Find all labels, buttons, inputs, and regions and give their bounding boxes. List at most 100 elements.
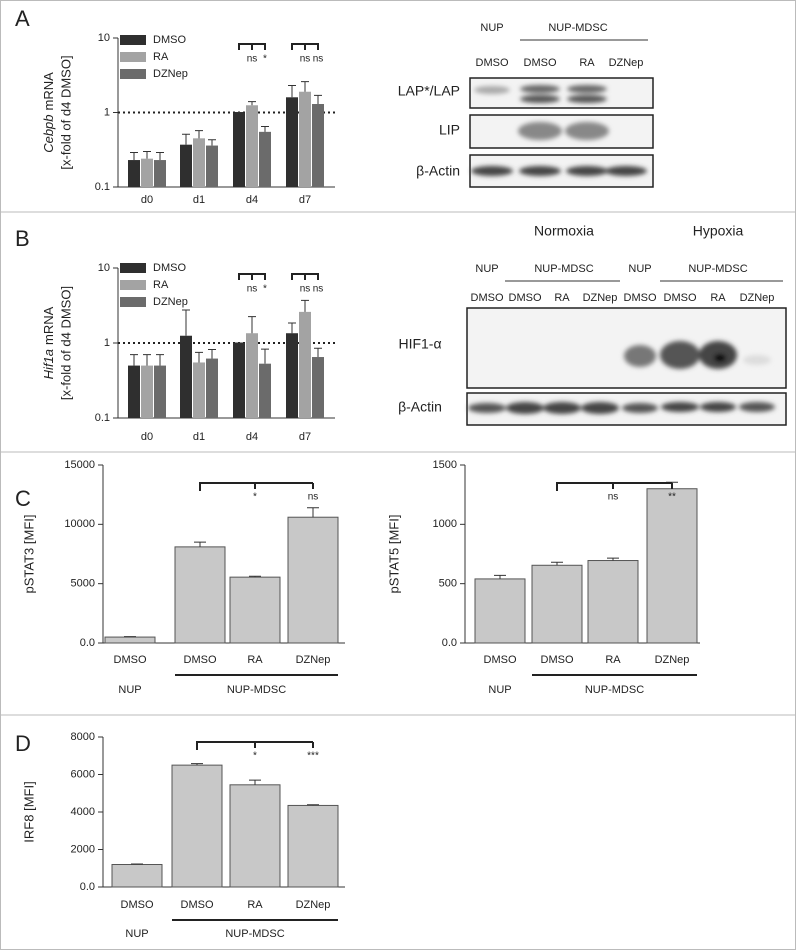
significance-bracket (291, 43, 319, 50)
bar (141, 365, 153, 418)
bar (646, 488, 698, 644)
lane-label: DZNep (609, 57, 644, 69)
error-bar (307, 804, 319, 806)
y-axis-label: IRF8 [MFI] (21, 781, 36, 842)
bar (206, 358, 218, 418)
lane-label: RA (554, 292, 570, 304)
group-label: NUP-MDSC (548, 22, 607, 34)
significance-label: * (253, 751, 257, 762)
bar (531, 564, 583, 644)
y-tick-label: 10 (98, 32, 110, 44)
legend-swatch (120, 297, 146, 307)
row-label: β-Actin (398, 399, 442, 415)
bar (206, 145, 218, 187)
y-tick-label: 1000 (433, 518, 457, 530)
error-bar (182, 133, 190, 145)
error-bar (307, 507, 319, 518)
group-label: NUP (480, 22, 503, 34)
lane-label: DMSO (476, 57, 509, 69)
y-label-rest: mRNA (41, 72, 56, 111)
bar (180, 144, 192, 187)
bar (229, 576, 281, 644)
error-bar (156, 354, 164, 366)
y-tick-label: 10 (98, 262, 110, 274)
significance-label: ns (313, 284, 324, 295)
significance-bracket (556, 482, 673, 491)
x-tick-label: DZNep (296, 899, 331, 911)
significance-label: ns (313, 54, 324, 65)
y-tick-label: 8000 (71, 731, 95, 743)
x-tick-label: DMSO (114, 654, 147, 666)
gene-name: Hif1a (41, 349, 56, 379)
lane-label: RA (710, 292, 726, 304)
x-tick-label: RA (605, 654, 621, 666)
group-label: NUP (125, 928, 148, 940)
blot-a: NUP NUP-MDSC DMSO DMSO RA DZNep LAP*/LAP… (398, 22, 654, 188)
significance-label: *** (307, 751, 319, 762)
bar (259, 363, 271, 418)
row-label: LIP (439, 122, 460, 138)
bar (141, 158, 153, 187)
y-axis-label: Hif1a mRNA (41, 306, 56, 379)
x-tick-label: RA (247, 899, 263, 911)
group-label: NUP (475, 263, 498, 275)
y-tick-label: 1 (104, 337, 110, 349)
panel-letter: C (15, 486, 31, 511)
significance-label: * (263, 284, 267, 295)
lane-label: DZNep (583, 292, 618, 304)
bar (128, 365, 140, 418)
bar (193, 138, 205, 187)
bar (287, 516, 339, 644)
error-bar (607, 557, 619, 561)
legend-label: RA (153, 51, 169, 63)
error-bar (301, 81, 309, 92)
bar (171, 764, 223, 888)
significance-label: ns (300, 284, 311, 295)
legend-label: DMSO (153, 34, 186, 46)
error-bar (288, 322, 296, 334)
y-tick-label: 15000 (64, 459, 95, 471)
bar (154, 365, 166, 418)
x-tick-label: RA (247, 654, 263, 666)
y-tick-label: 5000 (71, 578, 95, 590)
group-label: NUP (118, 684, 141, 696)
lane-label: DMSO (624, 292, 657, 304)
bar (286, 97, 298, 187)
legend-swatch (120, 280, 146, 290)
group-label: NUP-MDSC (227, 684, 286, 696)
x-tick-label: DZNep (655, 654, 690, 666)
lane-label: DMSO (509, 292, 542, 304)
significance-label: ** (668, 492, 676, 503)
error-bar (130, 152, 138, 161)
bar (474, 578, 526, 644)
panel-letter: B (15, 226, 30, 251)
y-tick-label: 0.1 (95, 181, 110, 193)
error-bar (208, 348, 216, 359)
bar (286, 333, 298, 418)
significance-bracket (238, 43, 266, 50)
legend-swatch (120, 52, 146, 62)
bar (246, 333, 258, 418)
legend-label: DZNep (153, 68, 188, 80)
lane-label: DMSO (664, 292, 697, 304)
error-bar (249, 575, 261, 578)
bar (259, 131, 271, 187)
group-label: NUP-MDSC (585, 684, 644, 696)
error-bar (288, 85, 296, 98)
significance-bracket (196, 741, 314, 750)
y-axis-label: pSTAT5 [MFI] (386, 515, 401, 594)
significance-bracket (199, 482, 314, 491)
legend-swatch (120, 263, 146, 273)
y-tick-label: 2000 (71, 843, 95, 855)
blot-box (466, 307, 787, 389)
y-axis-label: pSTAT3 [MFI] (21, 515, 36, 594)
group-label: NUP-MDSC (534, 263, 593, 275)
row-label: β-Actin (416, 163, 460, 179)
y-tick-label: 4000 (71, 806, 95, 818)
x-tick-label: d1 (193, 194, 205, 206)
significance-label: ns (308, 492, 319, 503)
y-axis-label: Cebpb mRNA (41, 72, 56, 153)
y-axis-sublabel: [x-fold of d4 DMSO] (58, 55, 73, 169)
bar (229, 784, 281, 888)
x-tick-label: d1 (193, 431, 205, 443)
